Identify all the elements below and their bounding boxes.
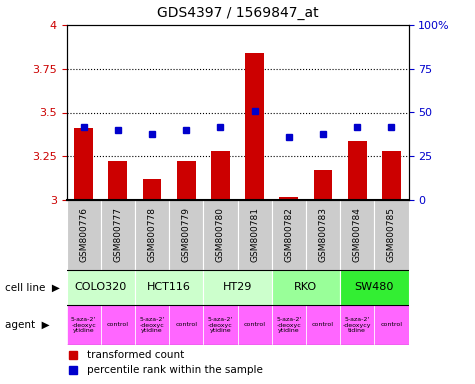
Bar — [169, 200, 203, 270]
Bar — [245, 53, 264, 200]
Text: GSM800776: GSM800776 — [79, 207, 88, 263]
Bar — [203, 305, 238, 345]
Bar — [374, 200, 408, 270]
Text: cell line  ▶: cell line ▶ — [5, 283, 60, 293]
Bar — [66, 270, 135, 305]
Bar — [306, 305, 340, 345]
Bar — [279, 197, 298, 200]
Text: control: control — [380, 323, 402, 328]
Bar — [340, 270, 408, 305]
Bar — [340, 305, 374, 345]
Bar — [66, 305, 101, 345]
Bar — [272, 270, 340, 305]
Bar — [238, 200, 272, 270]
Text: COLO320: COLO320 — [75, 283, 127, 293]
Bar — [272, 305, 306, 345]
Bar — [211, 151, 230, 200]
Bar — [382, 151, 401, 200]
Bar — [272, 200, 306, 270]
Bar — [314, 170, 332, 200]
Text: agent  ▶: agent ▶ — [5, 320, 49, 330]
Bar — [238, 305, 272, 345]
Text: SW480: SW480 — [355, 283, 394, 293]
Bar — [135, 305, 169, 345]
Bar — [74, 128, 93, 200]
Bar — [101, 305, 135, 345]
Bar — [108, 162, 127, 200]
Bar — [101, 200, 135, 270]
Bar — [348, 141, 367, 200]
Text: HCT116: HCT116 — [147, 283, 191, 293]
Text: 5-aza-2'
-deoxyc
ytidine: 5-aza-2' -deoxyc ytidine — [139, 317, 165, 333]
Text: GSM800784: GSM800784 — [353, 208, 361, 262]
Text: GSM800778: GSM800778 — [148, 207, 156, 263]
Text: percentile rank within the sample: percentile rank within the sample — [87, 365, 263, 375]
Text: GSM800780: GSM800780 — [216, 207, 225, 263]
Text: 5-aza-2'
-deoxyc
ytidine: 5-aza-2' -deoxyc ytidine — [276, 317, 302, 333]
Text: control: control — [244, 323, 266, 328]
Text: control: control — [175, 323, 197, 328]
Text: GSM800782: GSM800782 — [285, 208, 293, 262]
Bar — [340, 200, 374, 270]
Text: control: control — [107, 323, 129, 328]
Bar — [374, 305, 408, 345]
Bar — [203, 270, 272, 305]
Bar — [135, 200, 169, 270]
Bar — [169, 305, 203, 345]
Bar — [135, 270, 203, 305]
Text: HT29: HT29 — [223, 283, 252, 293]
Text: 5-aza-2'
-deoxyc
ytidine: 5-aza-2' -deoxyc ytidine — [208, 317, 233, 333]
Bar — [306, 200, 340, 270]
Bar — [203, 200, 238, 270]
Text: GSM800783: GSM800783 — [319, 207, 327, 263]
Text: 5-aza-2'
-deoxyc
ytidine: 5-aza-2' -deoxyc ytidine — [71, 317, 96, 333]
Text: RKO: RKO — [294, 283, 317, 293]
Bar — [142, 179, 162, 200]
Bar — [66, 200, 101, 270]
Text: control: control — [312, 323, 334, 328]
Text: transformed count: transformed count — [87, 350, 184, 360]
Title: GDS4397 / 1569847_at: GDS4397 / 1569847_at — [157, 6, 318, 20]
Text: 5-aza-2'
-deoxycy
tidine: 5-aza-2' -deoxycy tidine — [343, 317, 371, 333]
Text: GSM800785: GSM800785 — [387, 207, 396, 263]
Text: GSM800781: GSM800781 — [250, 207, 259, 263]
Text: GSM800777: GSM800777 — [114, 207, 122, 263]
Bar — [177, 162, 196, 200]
Text: GSM800779: GSM800779 — [182, 207, 190, 263]
